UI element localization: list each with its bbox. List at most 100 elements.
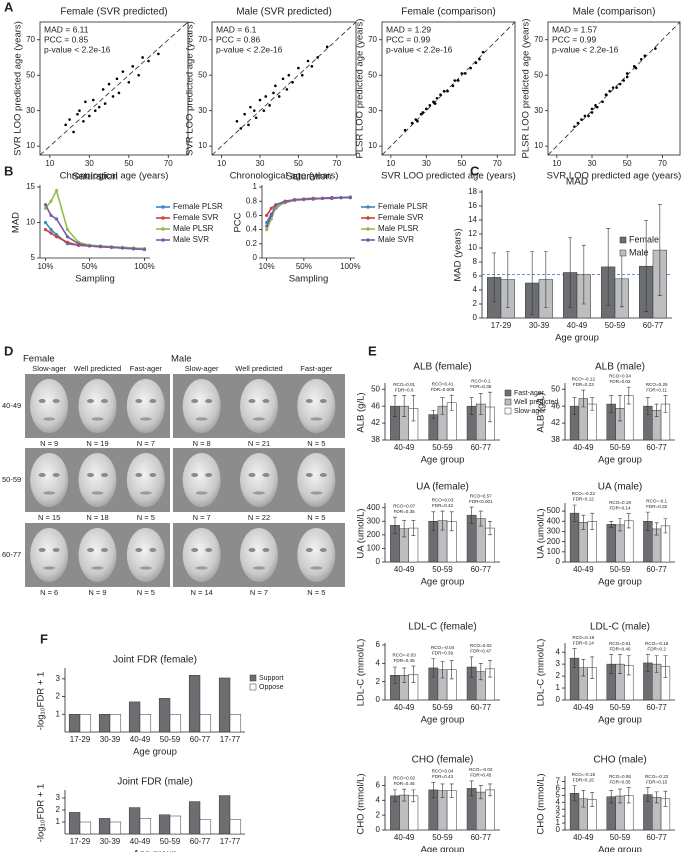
error-bar — [411, 395, 416, 422]
face-mouth — [139, 417, 152, 421]
x-tick-label: 40-49 — [394, 703, 415, 712]
error-bar — [657, 204, 662, 296]
y-tick-label: 10 — [26, 218, 35, 227]
annotation: PCC = 0.99 — [552, 34, 596, 44]
y-tick-label: 14 — [468, 215, 477, 224]
bar — [158, 814, 171, 835]
error-bar — [654, 791, 659, 804]
legend-label: Male PLSR — [378, 224, 419, 233]
x-tick-label: 60-77 — [471, 443, 492, 452]
line-marker — [65, 240, 70, 244]
point — [141, 56, 144, 59]
face-eye — [205, 473, 213, 477]
face-eye — [305, 473, 313, 477]
error-bar — [411, 789, 416, 803]
face-eye — [101, 399, 108, 403]
y-tick-label: 70 — [26, 35, 35, 44]
point — [72, 130, 75, 134]
category-note: RCO=0.25 — [646, 382, 668, 387]
annotation: p-value < 2.2e-16 — [552, 44, 619, 54]
point — [254, 116, 258, 120]
x-tick-label: 50% — [296, 262, 312, 271]
panel-label: E — [368, 343, 377, 358]
error-bar — [572, 648, 577, 669]
error-bar — [449, 783, 454, 798]
error-bar — [626, 787, 631, 804]
point — [239, 127, 243, 130]
point — [111, 95, 115, 98]
y-tick-label: 46 — [551, 401, 560, 410]
x-tick-label: 50-59 — [610, 703, 631, 712]
category-note: FDR=0.32 — [646, 504, 668, 509]
point — [460, 72, 464, 75]
category-note: RCO=-0.22 — [572, 491, 596, 496]
group-label: Female — [23, 354, 55, 365]
y-tick-label: 1 — [56, 817, 61, 826]
category-note: FDR=0.23 — [573, 382, 595, 387]
point — [91, 98, 95, 102]
y-tick-label: 0 — [556, 825, 561, 834]
legend-marker — [366, 238, 370, 242]
error-bar — [449, 511, 454, 532]
y-tick-label: 30 — [534, 106, 543, 115]
point — [573, 125, 576, 128]
line-marker — [43, 228, 48, 232]
y-tick-label: 50 — [368, 70, 377, 79]
series-line — [265, 196, 351, 227]
error-bar — [609, 790, 614, 804]
category-note: FDR=0.6 — [395, 387, 414, 392]
y-axis-label: UA (umol/L) — [536, 508, 547, 558]
category-note: FDR=0.47 — [470, 649, 492, 654]
y-tick-label: 2 — [556, 811, 561, 820]
count-label: N = 9 — [40, 439, 58, 448]
y-tick-label: 200 — [367, 530, 381, 539]
x-tick-label: 50 — [294, 159, 303, 168]
x-tick-label: 50-59 — [605, 321, 626, 330]
y-tick-label: 100 — [547, 547, 561, 556]
y-axis-label: MAD (years) — [453, 228, 464, 281]
category-note: FDR=0.45 — [470, 773, 492, 778]
y-axis-label: PLSR LOO predicted age (years) — [355, 19, 366, 159]
point — [249, 105, 252, 109]
y-tick-label: 5 — [556, 790, 561, 799]
row-label: 40-49 — [2, 401, 21, 410]
category-note: RCO=-0.02 — [469, 767, 493, 772]
y-tick-label: 70 — [534, 35, 543, 44]
point — [262, 109, 266, 112]
point — [611, 86, 615, 89]
line-marker — [109, 245, 114, 249]
x-tick-label: 70 — [332, 159, 341, 168]
face — [182, 453, 221, 507]
error-bar — [543, 251, 548, 308]
category-note: RCO=0.04 — [432, 769, 454, 774]
face-mouth — [139, 566, 152, 570]
x-tick-label: 17-29 — [70, 837, 91, 846]
x-tick-label: 30 — [588, 159, 597, 168]
face-eye — [319, 399, 327, 403]
category-note: RCO=0.01 — [393, 382, 415, 387]
x-tick-label: 30-39 — [529, 321, 550, 330]
face-mouth — [310, 417, 323, 421]
point — [632, 65, 636, 68]
category-note: FDR=0.15 — [646, 779, 668, 784]
point — [594, 104, 597, 107]
x-tick-label: 40-49 — [567, 321, 588, 330]
face-mouth — [195, 566, 208, 570]
face-eye — [52, 473, 60, 477]
category-note: FDR=0.46 — [609, 646, 631, 651]
identity-line — [211, 21, 357, 156]
point — [580, 118, 583, 121]
error-bar — [431, 511, 436, 532]
face-eye — [205, 548, 213, 552]
x-tick-label: 50-59 — [432, 565, 453, 574]
category-note: RCO=0.02 — [393, 775, 415, 780]
count-label: N = 22 — [248, 513, 270, 522]
face-mouth — [43, 566, 56, 570]
error-bar — [478, 393, 483, 415]
plot-frame — [39, 21, 189, 156]
y-tick-label: 300 — [367, 516, 381, 525]
category-note: RCO=0.1 — [471, 378, 491, 383]
x-axis-label: Age group — [421, 715, 465, 726]
line-marker — [265, 228, 269, 232]
legend-swatch — [249, 674, 257, 682]
